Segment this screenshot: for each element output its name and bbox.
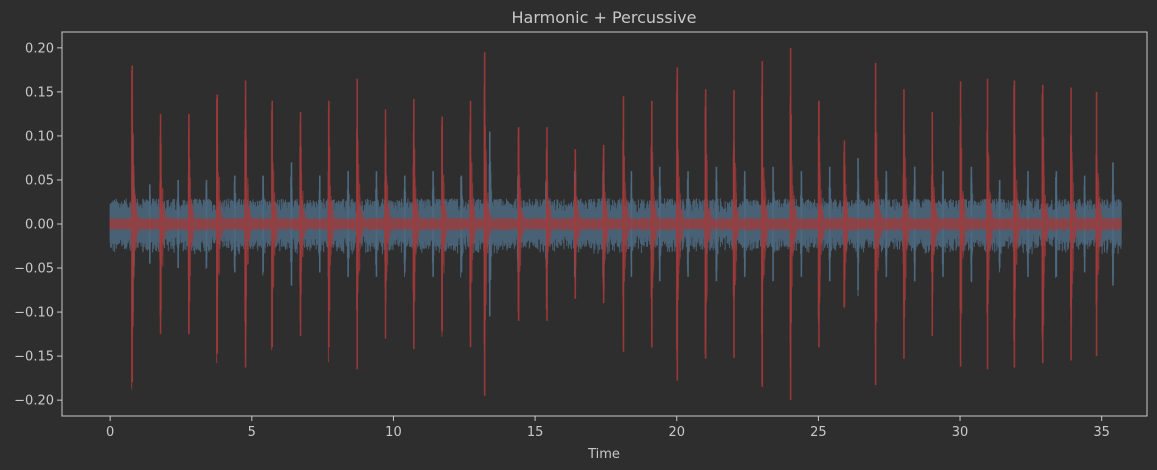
x-tick-label: 15	[527, 425, 544, 440]
chart-title: Harmonic + Percussive	[512, 8, 697, 27]
y-tick-label: 0.10	[25, 129, 54, 144]
y-tick-label: −0.10	[14, 306, 54, 321]
y-tick-label: −0.20	[14, 394, 54, 409]
plot-area	[109, 47, 1122, 401]
y-tick-label: 0.15	[25, 85, 54, 100]
percussive-waveform	[109, 70, 1122, 390]
x-tick-label: 10	[385, 425, 402, 440]
y-tick-label: −0.15	[14, 350, 54, 365]
x-tick-label: 0	[106, 425, 114, 440]
percussive-series	[109, 47, 1122, 401]
y-tick-label: 0.00	[25, 218, 54, 233]
x-tick-label: 30	[952, 425, 969, 440]
x-tick-label: 35	[1093, 425, 1110, 440]
y-tick-label: −0.05	[14, 262, 54, 277]
x-tick-label: 5	[248, 425, 256, 440]
x-tick-label: 20	[668, 425, 685, 440]
y-tick-label: 0.20	[25, 41, 54, 56]
x-axis: 0 5 10 15 20 25 30 35	[106, 416, 1110, 440]
x-tick-label: 25	[810, 425, 827, 440]
y-axis: 0.20 0.15 0.10 0.05 0.00 −0.05 −0.10 −0.15 −0.20	[14, 41, 62, 409]
y-tick-label: 0.05	[25, 173, 54, 188]
x-axis-label: Time	[587, 447, 620, 462]
